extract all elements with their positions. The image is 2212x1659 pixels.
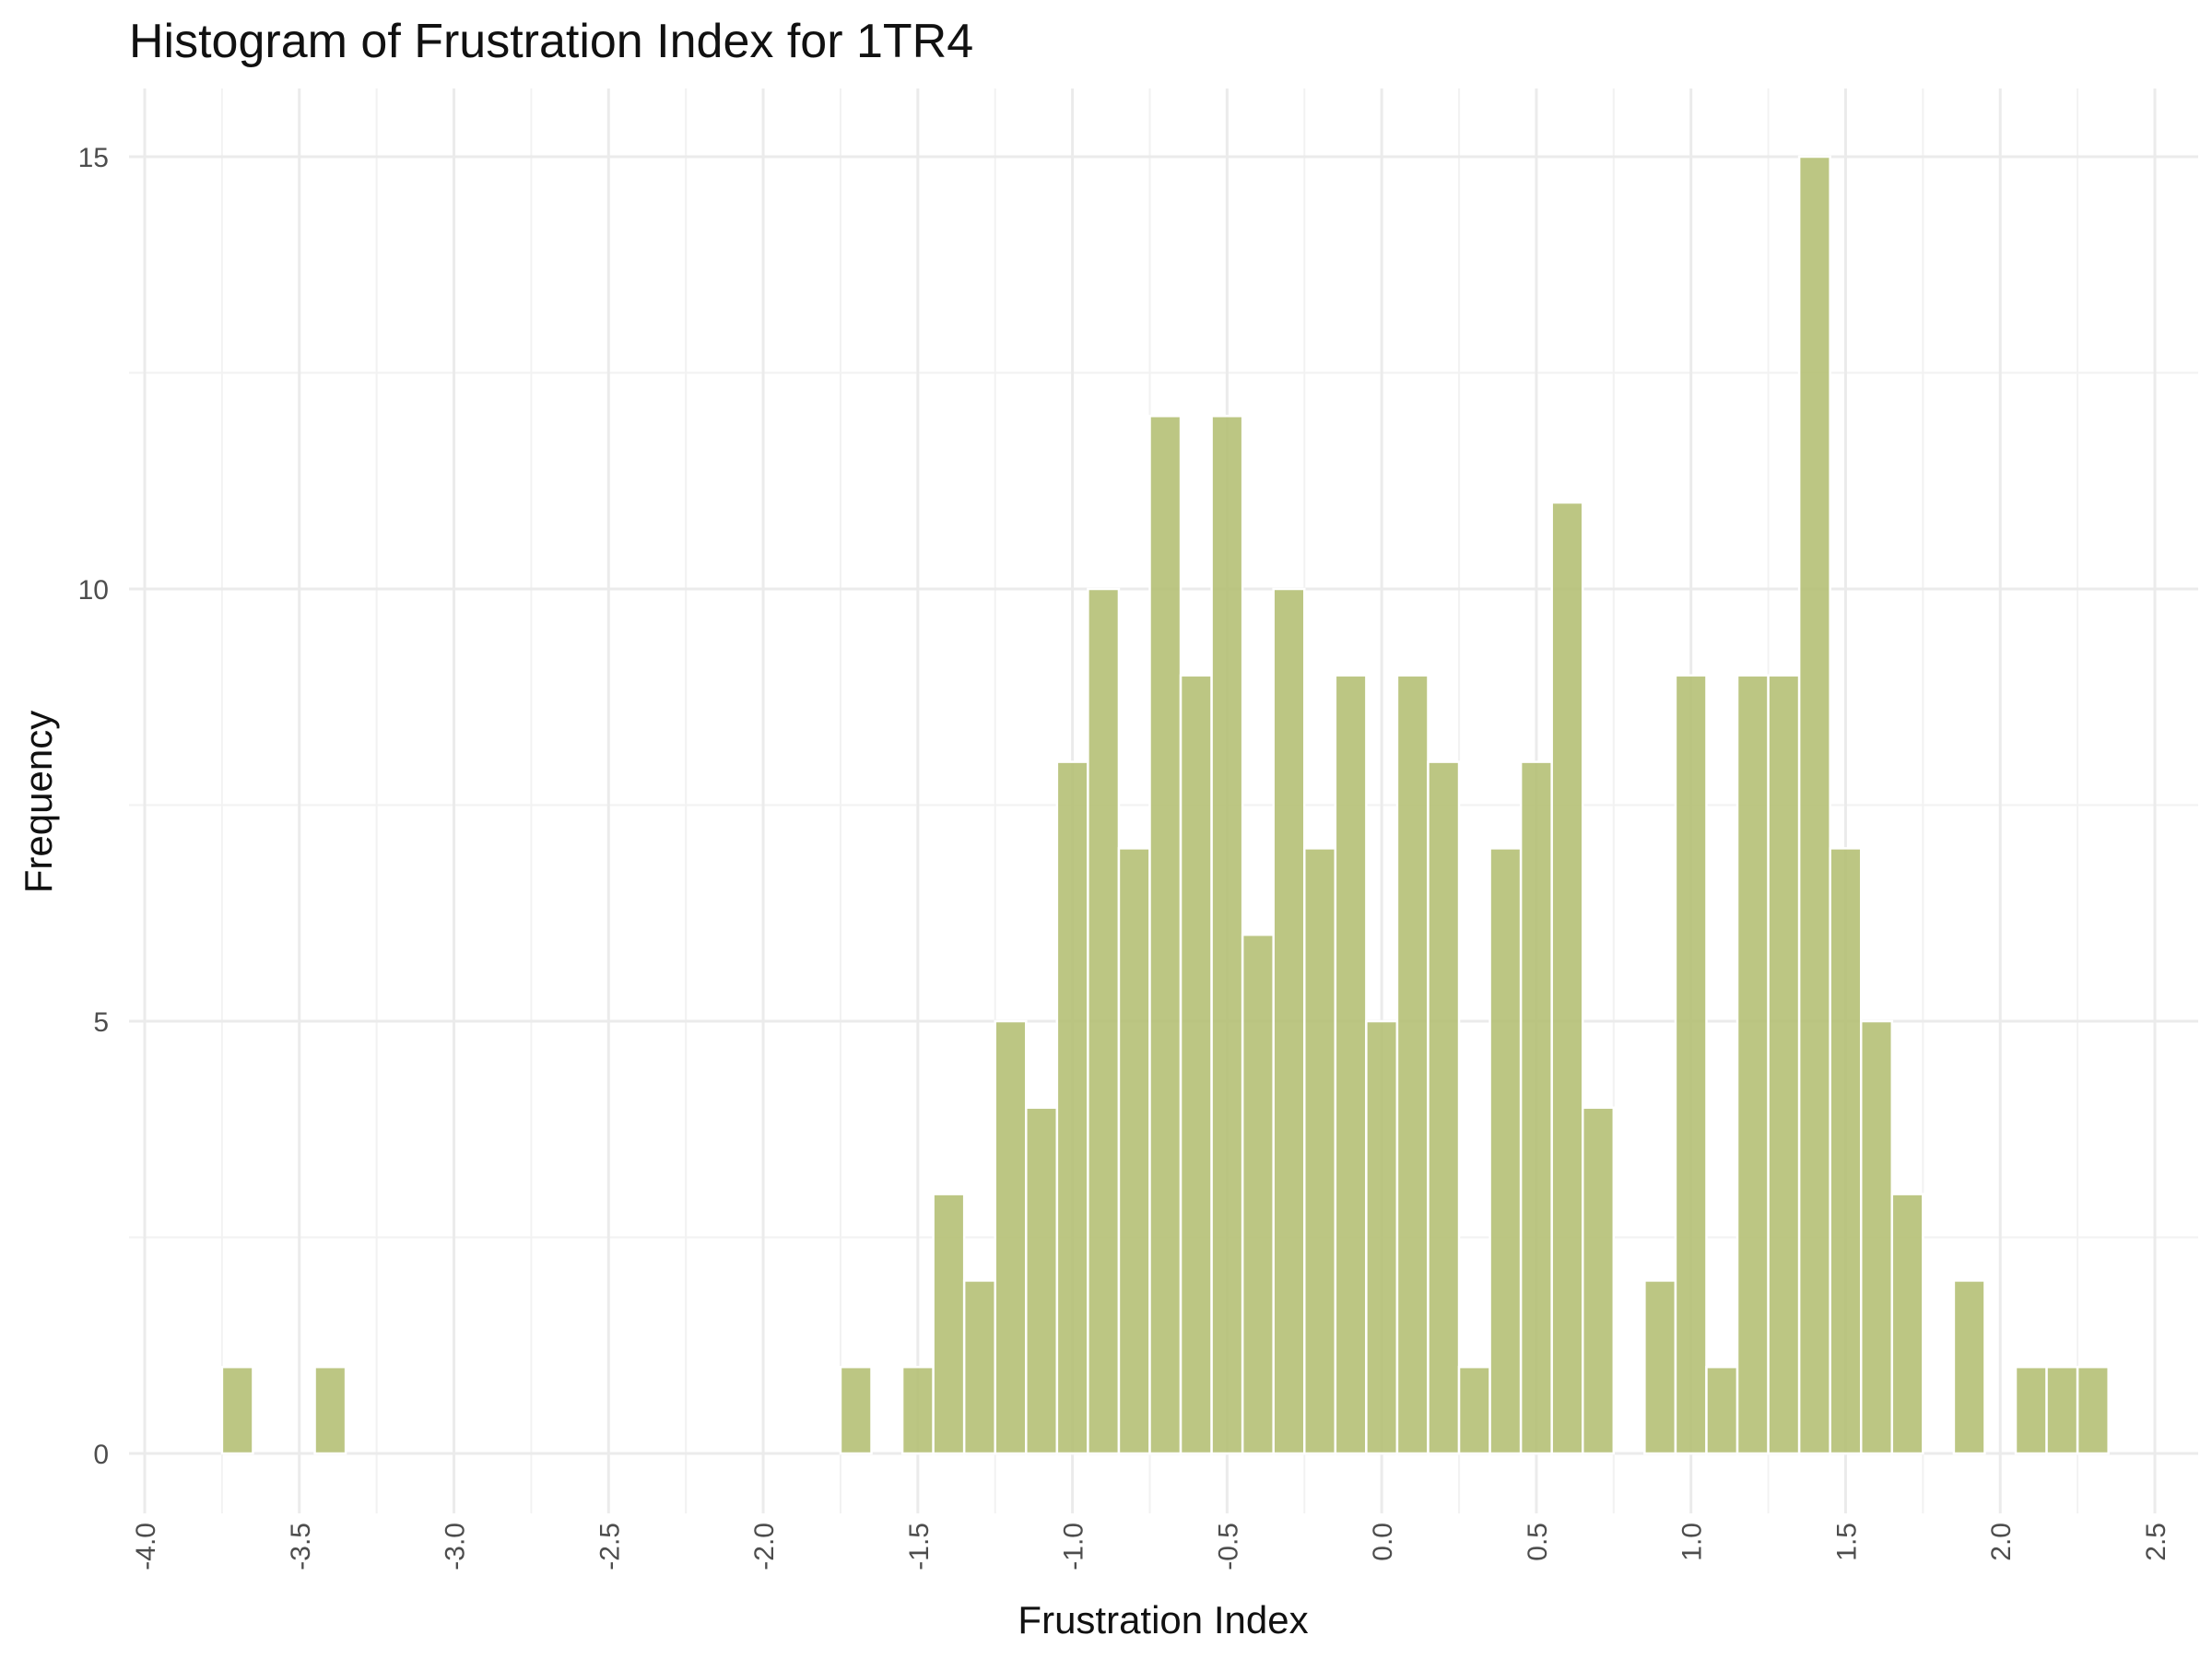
x-tick-label: 0.0	[1368, 1523, 1398, 1561]
histogram-bar	[1767, 674, 1801, 1455]
x-tick-label: 0.5	[1523, 1523, 1553, 1561]
x-tick-label: 2.5	[2141, 1523, 2171, 1561]
x-tick-label: 2.0	[1986, 1523, 2017, 1561]
histogram-bar	[1457, 1365, 1491, 1455]
histogram-bar	[1179, 674, 1213, 1455]
histogram-bar	[1797, 155, 1831, 1455]
histogram-bar	[1952, 1279, 1986, 1455]
y-tick-label: 5	[93, 1007, 109, 1038]
histogram-bar	[1829, 847, 1863, 1455]
histogram-bar	[900, 1365, 935, 1455]
histogram-bar	[962, 1279, 996, 1455]
y-tick-label: 15	[78, 143, 109, 173]
histogram-bar	[839, 1365, 873, 1455]
histogram-bar	[1334, 674, 1368, 1455]
x-tick-label: -4.0	[131, 1523, 161, 1571]
histogram-bar	[1025, 1106, 1059, 1455]
y-tick-label: 10	[78, 575, 109, 606]
histogram-bar	[1303, 847, 1337, 1455]
histogram-bar	[1582, 1106, 1616, 1455]
histogram-bar	[1117, 847, 1151, 1455]
histogram-bar	[1272, 587, 1306, 1455]
histogram-bar	[1395, 674, 1430, 1455]
x-axis-ticks: -4.0 -3.5 -3.0 -2.5 -2.0 -1.5 -1.0 -0.5 0.0 0.5 1.…	[131, 1523, 2171, 1571]
histogram-bar	[1365, 1019, 1399, 1455]
histogram-bar	[1148, 415, 1182, 1455]
x-axis-title: Frustration Index	[1018, 1598, 1308, 1641]
histogram-bar	[2045, 1365, 2079, 1455]
y-tick-label: 0	[93, 1440, 109, 1470]
x-tick-label: -2.0	[749, 1523, 780, 1571]
histogram-bar	[1519, 760, 1553, 1455]
histogram-bar	[220, 1365, 254, 1455]
histogram-bars	[220, 155, 2110, 1455]
x-tick-label: 1.0	[1677, 1523, 1708, 1561]
histogram-bar	[313, 1365, 347, 1455]
histogram-bar	[1055, 760, 1089, 1455]
histogram-bar	[1859, 1019, 1894, 1455]
y-axis-ticks: 0 5 10 15	[78, 143, 109, 1470]
histogram-bar	[1210, 415, 1244, 1455]
histogram-bar	[1087, 587, 1121, 1455]
x-tick-label: -0.5	[1213, 1523, 1243, 1571]
histogram-bar	[1735, 674, 1770, 1455]
x-tick-label: -3.5	[286, 1523, 316, 1571]
histogram-bar	[1488, 847, 1523, 1455]
histogram-bar	[1550, 500, 1584, 1455]
y-axis-title: Frequency	[17, 711, 60, 893]
histogram-bar	[1890, 1193, 1924, 1455]
x-tick-label: -2.5	[594, 1523, 625, 1571]
x-tick-label: -1.5	[904, 1523, 935, 1571]
chart-title: Histogram of Frustration Index for 1TR4	[129, 15, 973, 68]
x-tick-label: -1.0	[1059, 1523, 1089, 1571]
histogram-bar	[1674, 674, 1708, 1455]
histogram-bar	[932, 1193, 966, 1455]
histogram-bar	[1241, 933, 1275, 1455]
histogram-bar	[994, 1019, 1028, 1455]
histogram-bar	[1427, 760, 1461, 1455]
x-tick-label: 1.5	[1831, 1523, 1862, 1561]
histogram-bar	[2014, 1365, 2048, 1455]
x-tick-label: -3.0	[441, 1523, 471, 1571]
histogram-bar	[1643, 1279, 1677, 1455]
histogram-bar	[1705, 1365, 1739, 1455]
histogram-bar	[2076, 1365, 2110, 1455]
